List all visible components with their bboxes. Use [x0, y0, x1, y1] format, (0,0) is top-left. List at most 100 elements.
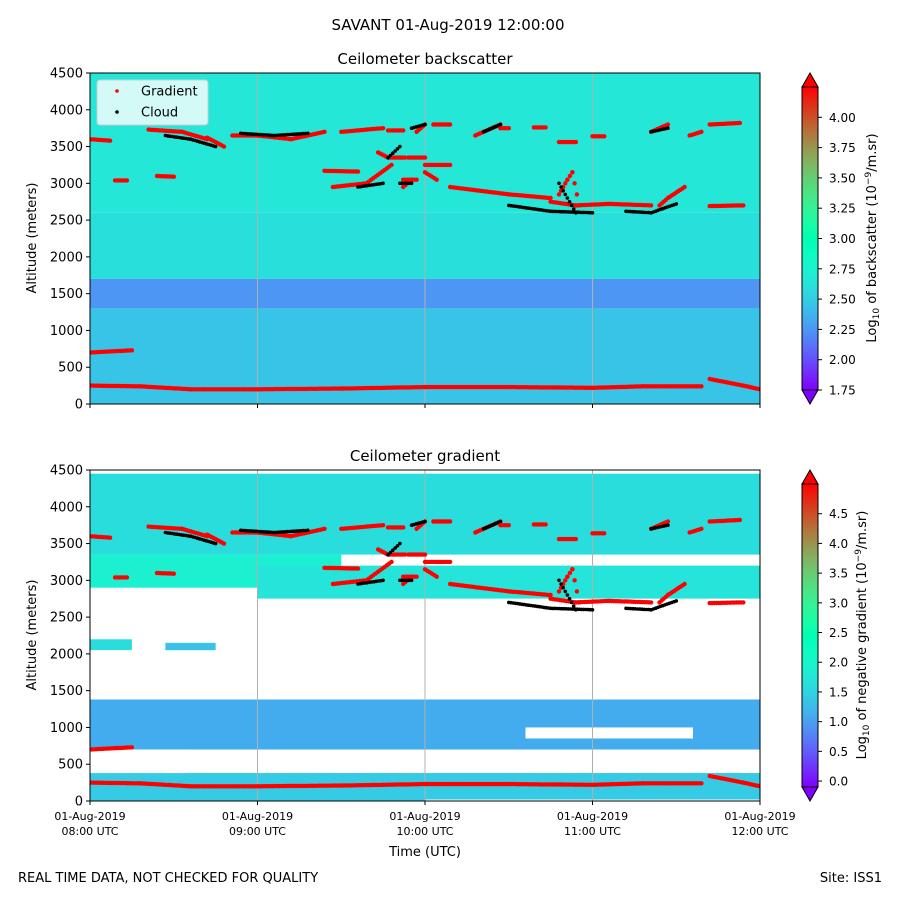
gradient-point — [699, 526, 704, 531]
gradient-point — [422, 552, 428, 557]
y-tick-label: 500 — [58, 361, 83, 376]
cbar-label-sup: −9 — [864, 172, 874, 186]
gradient-point — [129, 745, 135, 750]
gradient-point — [355, 169, 361, 174]
cloud-point — [306, 131, 310, 136]
cloud-point — [571, 207, 576, 211]
y-tick-label: 1000 — [50, 324, 83, 339]
y-tick-label: 3500 — [50, 537, 83, 552]
gradient-point — [409, 177, 414, 182]
colorbar-tick-label: 1.5 — [829, 685, 848, 699]
legend-gradient-marker — [115, 89, 119, 93]
gradient-point — [567, 173, 573, 179]
gradient-point — [221, 541, 227, 546]
cloud-point — [559, 582, 563, 586]
gradient-point — [574, 192, 580, 197]
cloud-point — [423, 122, 427, 127]
legend-cloud-label: Cloud — [141, 106, 178, 121]
gradient-point — [389, 162, 394, 168]
cbar-label-sub: 10 — [862, 724, 872, 736]
cloud-point — [666, 523, 670, 527]
y-tick-label: 2500 — [50, 611, 83, 626]
cbar-label-main: Log — [865, 319, 880, 342]
gradient-point — [757, 387, 760, 392]
cloud-point — [391, 548, 395, 552]
gradient-point — [574, 589, 580, 594]
cloud-point — [498, 519, 503, 524]
colorbar-tick-label: 2.5 — [829, 626, 848, 640]
gradient-point — [570, 567, 575, 572]
cloud-point — [498, 122, 503, 127]
gradient-point — [322, 526, 327, 531]
gradient-point — [389, 559, 394, 565]
gradient-point — [447, 122, 453, 127]
cloud-point — [569, 600, 574, 605]
gradient-point — [682, 581, 687, 587]
gradient-point — [565, 177, 570, 182]
cloud-point — [306, 528, 310, 533]
colorbar-tick-label: 2.50 — [829, 293, 856, 307]
x-tick-time: 11:00 UTC — [564, 825, 621, 838]
colorbar-tick-label: 4.5 — [829, 507, 848, 521]
cloud-point — [565, 593, 570, 597]
gradient-point — [543, 522, 548, 527]
figure-suptitle: SAVANT 01-Aug-2019 12:00:00 — [332, 16, 565, 34]
cloud-point — [393, 149, 398, 153]
backscatter-colorbar-label: Log10 of backscatter (10−9/m.sr) — [864, 133, 882, 342]
cloud-point — [391, 151, 395, 155]
gradient-point — [556, 589, 562, 594]
gradient-point — [648, 600, 654, 605]
gradient-point — [741, 203, 746, 208]
cbar-label-rest: of backscatter (10 — [865, 185, 880, 308]
cloud-point — [409, 181, 414, 186]
gradient-point — [567, 570, 573, 576]
colorbar-tick-label: 0.0 — [829, 775, 848, 789]
cloud-point — [574, 211, 578, 215]
gradient-point — [422, 155, 428, 160]
cloud-point — [388, 153, 393, 158]
gradient-point — [401, 128, 406, 133]
gradient-point — [572, 578, 577, 583]
cbar-label-end: /m.sr) — [865, 133, 880, 171]
gradient-point — [402, 155, 408, 160]
x-tick-time: 08:00 UTC — [61, 825, 118, 838]
gradient-gap — [525, 727, 693, 739]
gradient-point — [380, 523, 386, 528]
legend-gradient-label: Gradient — [141, 85, 198, 100]
cloud-point — [395, 147, 400, 151]
cloud-point — [561, 585, 565, 590]
footer-site: Site: ISS1 — [820, 871, 882, 886]
cloud-point — [381, 578, 385, 583]
gradient-point — [682, 184, 687, 190]
colorbar-tick-label: 2.00 — [829, 353, 856, 367]
gradient-point — [434, 574, 439, 579]
gradient-point — [602, 531, 607, 536]
gradient-point — [737, 120, 743, 126]
x-tick-date: 01-Aug-2019 — [557, 810, 628, 823]
cloud-point — [569, 203, 574, 208]
colorbar-extend-bottom — [801, 389, 819, 406]
colorbar-tick-label: 2.25 — [829, 323, 856, 337]
cloud-point — [590, 211, 595, 215]
x-tick-date: 01-Aug-2019 — [54, 810, 125, 823]
cloud-point — [213, 144, 218, 149]
gradient-point — [447, 162, 453, 168]
gradient-point — [409, 574, 414, 579]
gradient-point — [414, 177, 419, 182]
y-tick-label: 0 — [75, 795, 83, 810]
colorbar-tick-label: 3.5 — [829, 567, 848, 581]
x-tick-date: 01-Aug-2019 — [724, 810, 795, 823]
gradient-point — [576, 203, 582, 208]
cloud-point — [674, 599, 679, 603]
gradient-point — [506, 523, 511, 528]
gradient-point — [699, 384, 704, 389]
gradient-point — [565, 574, 570, 579]
y-tick-label: 3000 — [50, 574, 83, 589]
colorbar-tick-label: 3.0 — [829, 596, 848, 610]
cloud-point — [563, 192, 568, 197]
gradient-point — [171, 174, 176, 179]
gradient-point — [737, 517, 743, 523]
gradient-point — [414, 574, 419, 579]
cloud-point — [666, 126, 670, 130]
cloud-point — [398, 541, 402, 546]
